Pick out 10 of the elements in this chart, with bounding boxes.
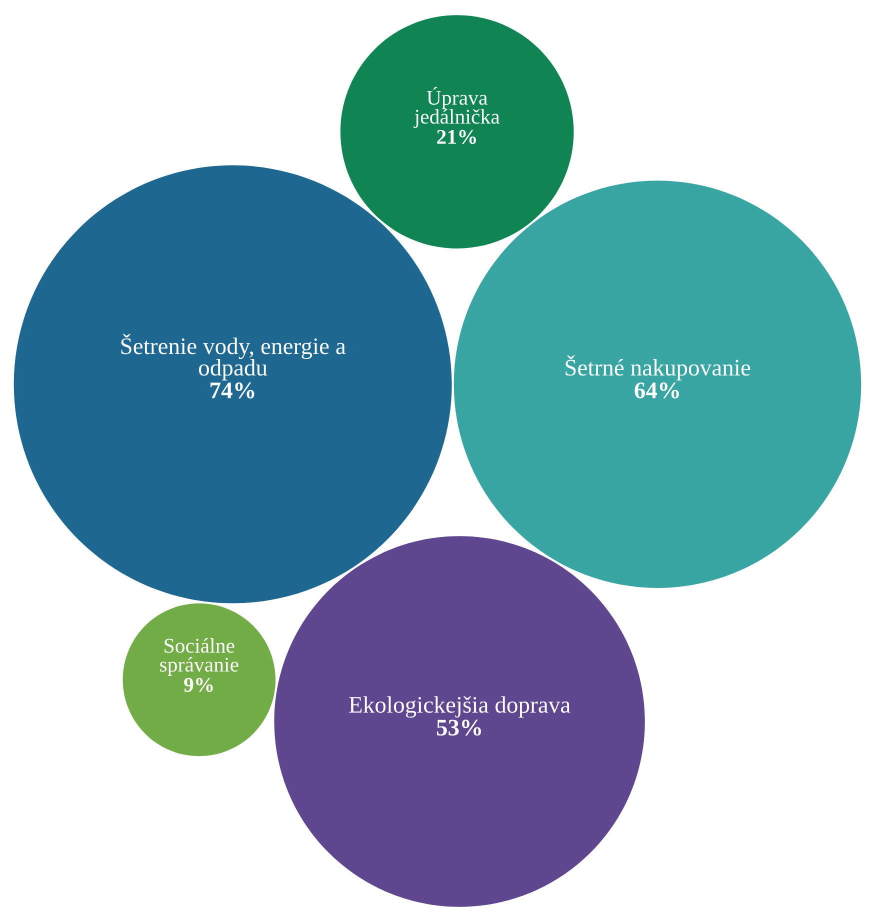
data-label: 64% bbox=[634, 382, 679, 398]
category-label: Sociálne správanie bbox=[160, 638, 238, 676]
category-label: Úprava jedálnička bbox=[414, 86, 500, 128]
category-label: Šetrenie vody, energie a odpadu bbox=[121, 334, 346, 380]
category-label: Ekologickejšia doprava bbox=[349, 696, 570, 718]
data-label: 21% bbox=[437, 130, 476, 144]
data-label: 53% bbox=[436, 720, 481, 736]
data-label: 74% bbox=[210, 382, 254, 398]
data-label: 9% bbox=[184, 678, 213, 692]
category-label: Šetrné nakupovanie bbox=[566, 355, 750, 380]
